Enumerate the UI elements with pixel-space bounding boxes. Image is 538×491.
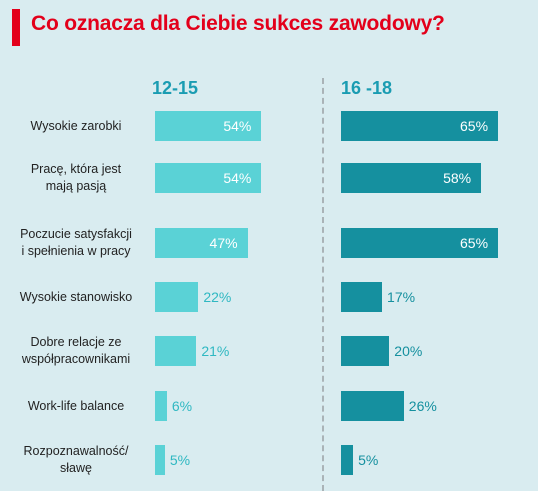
chart-title: Co oznacza dla Ciebie sukces zawodowy? xyxy=(31,12,445,35)
value-label: 54% xyxy=(223,118,252,134)
value-label: 22% xyxy=(203,289,232,305)
series-header-12-15: 12-15 xyxy=(152,78,199,98)
category-label: Wysokie stanowisko xyxy=(6,289,146,306)
bar-16-18 xyxy=(341,163,482,193)
value-label: 17% xyxy=(387,289,416,305)
column-divider xyxy=(322,78,324,491)
value-label: 47% xyxy=(209,235,238,251)
category-label-line: Dobre relacje ze xyxy=(30,335,122,349)
bar-12-15 xyxy=(155,228,248,258)
value-label: 54% xyxy=(223,170,252,186)
bar-16-18 xyxy=(341,111,498,141)
value-label: 65% xyxy=(460,118,489,134)
bar-16-18 xyxy=(341,228,498,258)
bar-12-15 xyxy=(155,163,262,193)
bar-16-18 xyxy=(341,336,390,366)
bar-12-15 xyxy=(155,391,167,421)
value-label: 26% xyxy=(408,398,437,414)
value-label: 6% xyxy=(171,398,193,414)
value-label: 20% xyxy=(394,343,423,359)
category-label-line: mają pasją xyxy=(45,179,107,193)
bar-16-18 xyxy=(341,445,354,475)
series-header-16-18: 16 -18 xyxy=(341,78,393,98)
category-label-line: współpracownikami xyxy=(21,352,131,366)
title-accent-bar xyxy=(12,9,20,46)
value-label: 21% xyxy=(201,343,230,359)
category-label: Poczucie satysfakcji i spełnienia w pracy xyxy=(6,226,146,260)
bar-16-18 xyxy=(341,282,383,312)
bar-12-15 xyxy=(155,111,262,141)
bar-12-15 xyxy=(155,282,199,312)
category-label: Dobre relacje ze współpracownikami xyxy=(6,334,146,368)
category-label-line: sławę xyxy=(60,461,92,475)
value-label: 5% xyxy=(358,452,379,468)
bar-12-15 xyxy=(155,445,165,475)
bar-12-15 xyxy=(155,336,197,366)
category-label: Wysokie zarobki xyxy=(6,118,146,135)
category-label-line: Work-life balance xyxy=(27,398,125,413)
value-label: 65% xyxy=(460,235,489,251)
value-label: 58% xyxy=(443,170,472,186)
category-label: Pracę, która jest mają pasją xyxy=(6,161,146,195)
category-label-line: Rozpoznawalność/ xyxy=(23,444,129,458)
category-label: Rozpoznawalność/sławę xyxy=(6,443,146,477)
category-label-line: Wysokie zarobki xyxy=(30,118,122,133)
value-label: 5% xyxy=(169,452,191,468)
category-label-line: i spełnienia w pracy xyxy=(21,244,131,258)
bar-16-18 xyxy=(341,391,404,421)
category-label-line: Wysokie stanowisko xyxy=(19,289,133,304)
category-label: Work-life balance xyxy=(6,398,146,415)
category-label-line: Pracę, która jest xyxy=(30,162,122,176)
category-label-line: Poczucie satysfakcji xyxy=(20,227,132,241)
